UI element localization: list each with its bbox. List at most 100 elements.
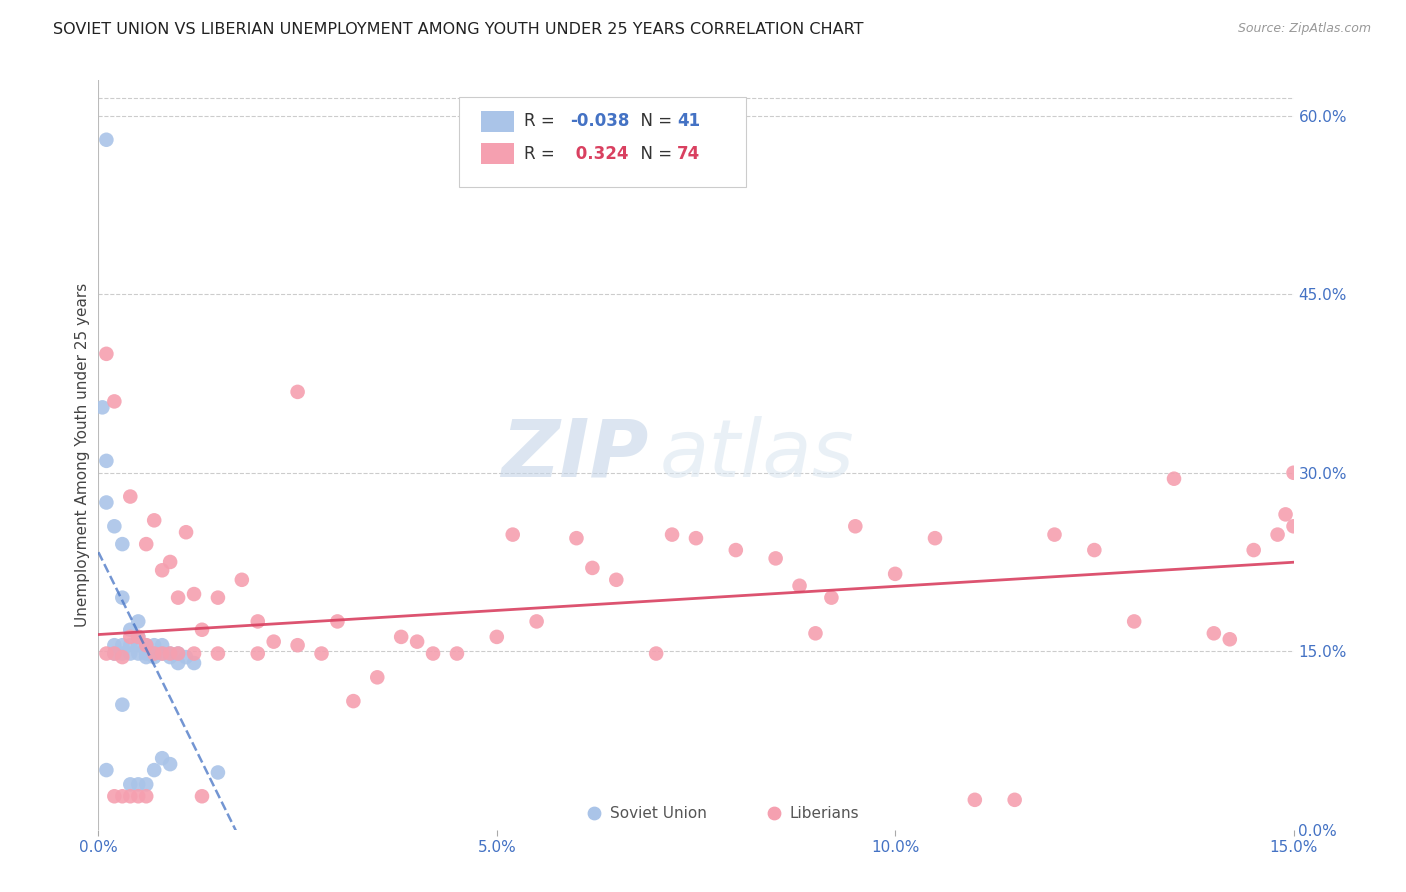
Point xyxy=(111,537,134,551)
Point xyxy=(135,638,157,652)
Y-axis label: Unemployment Among Youth under 25 years: Unemployment Among Youth under 25 years xyxy=(75,283,90,627)
Point xyxy=(143,647,166,661)
Point xyxy=(645,647,668,661)
Point xyxy=(1282,466,1305,480)
Point xyxy=(120,490,142,504)
Point xyxy=(191,789,214,804)
Point xyxy=(174,650,197,665)
Point xyxy=(103,519,125,533)
Point xyxy=(207,647,229,661)
Point xyxy=(103,647,125,661)
Point xyxy=(366,670,388,684)
Point xyxy=(1163,472,1185,486)
Point xyxy=(127,630,149,644)
Point xyxy=(143,647,166,661)
Point xyxy=(765,551,787,566)
FancyBboxPatch shape xyxy=(481,111,515,132)
Point xyxy=(661,527,683,541)
Point xyxy=(724,543,747,558)
Point xyxy=(1274,508,1296,522)
Text: R =: R = xyxy=(524,145,560,162)
Point xyxy=(183,647,205,661)
Point xyxy=(1282,519,1305,533)
Text: 41: 41 xyxy=(676,112,700,130)
Point xyxy=(103,647,125,661)
Text: 0.324: 0.324 xyxy=(571,145,628,162)
Point xyxy=(150,647,173,661)
Point xyxy=(389,630,412,644)
Point xyxy=(1243,543,1265,558)
Point xyxy=(1267,527,1289,541)
Text: N =: N = xyxy=(630,112,678,130)
Point xyxy=(167,656,190,670)
Text: N =: N = xyxy=(630,145,678,162)
Point xyxy=(183,587,205,601)
Point xyxy=(446,647,468,661)
Point xyxy=(159,650,181,665)
Point xyxy=(135,789,157,804)
Point xyxy=(1043,527,1066,541)
Point xyxy=(502,527,524,541)
Point xyxy=(207,765,229,780)
Point xyxy=(287,384,309,399)
Point xyxy=(581,561,603,575)
Point xyxy=(96,454,118,468)
Point xyxy=(111,698,134,712)
Point xyxy=(150,638,173,652)
Text: atlas: atlas xyxy=(661,416,855,494)
Point xyxy=(143,650,166,665)
Point xyxy=(1123,615,1146,629)
Point xyxy=(159,647,181,661)
Point xyxy=(246,647,269,661)
Point xyxy=(159,555,181,569)
Point xyxy=(167,591,190,605)
Point xyxy=(127,789,149,804)
Point xyxy=(143,763,166,777)
Point xyxy=(884,566,907,581)
Point xyxy=(103,638,125,652)
Point xyxy=(246,615,269,629)
Point xyxy=(820,591,842,605)
Point xyxy=(96,347,118,361)
Text: 74: 74 xyxy=(676,145,700,162)
Text: -0.038: -0.038 xyxy=(571,112,630,130)
Point xyxy=(150,751,173,765)
Point xyxy=(135,638,157,652)
Point xyxy=(685,531,707,545)
Point xyxy=(120,647,142,661)
Text: Source: ZipAtlas.com: Source: ZipAtlas.com xyxy=(1237,22,1371,36)
Point xyxy=(111,591,134,605)
Point xyxy=(120,777,142,791)
Point xyxy=(789,579,811,593)
Point xyxy=(96,495,118,509)
Point xyxy=(844,519,866,533)
Point xyxy=(167,647,190,661)
Point xyxy=(924,531,946,545)
Point xyxy=(183,656,205,670)
Point xyxy=(1219,632,1241,647)
Point xyxy=(143,513,166,527)
Point xyxy=(804,626,827,640)
Point xyxy=(91,401,114,415)
Point xyxy=(127,777,149,791)
Point xyxy=(263,634,285,648)
Point xyxy=(326,615,349,629)
Point xyxy=(96,763,118,777)
Point xyxy=(127,647,149,661)
Point xyxy=(127,615,149,629)
Point xyxy=(565,531,588,545)
Point xyxy=(311,647,333,661)
Point xyxy=(174,525,197,540)
Point xyxy=(111,650,134,665)
Point xyxy=(605,573,627,587)
Point xyxy=(135,650,157,665)
Point xyxy=(422,647,444,661)
Point xyxy=(120,630,142,644)
Point xyxy=(167,647,190,661)
Point xyxy=(231,573,253,587)
Point xyxy=(120,623,142,637)
Point xyxy=(150,647,173,661)
Point xyxy=(135,537,157,551)
FancyBboxPatch shape xyxy=(460,96,747,186)
Point xyxy=(159,647,181,661)
